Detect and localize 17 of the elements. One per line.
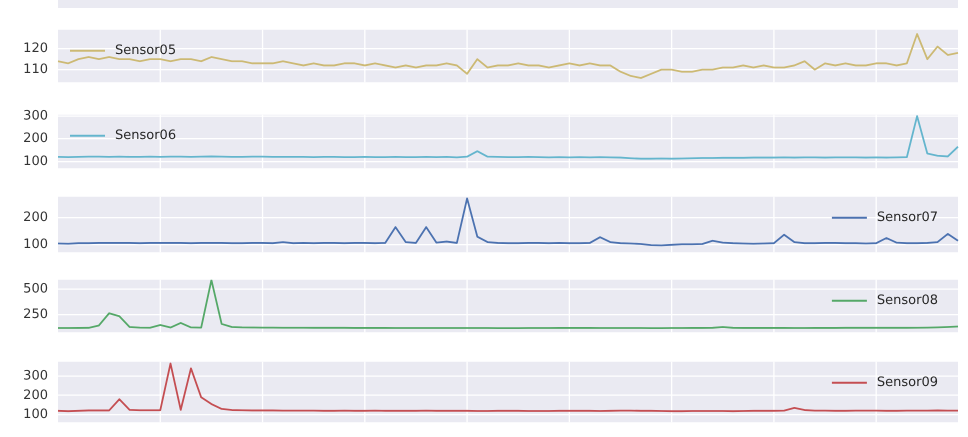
- y-tick-label: 100: [23, 237, 48, 252]
- y-tick-label: 200: [23, 388, 48, 403]
- y-tick-label: 100: [23, 407, 48, 422]
- y-tick-label: 100: [23, 154, 48, 169]
- y-tick-label: 300: [23, 108, 48, 124]
- y-tick-label: 250: [23, 307, 48, 322]
- legend-label: Sensor06: [115, 128, 176, 144]
- legend-label: Sensor08: [876, 293, 938, 308]
- y-tick-label: 200: [23, 210, 48, 225]
- legend-label: Sensor05: [115, 43, 176, 58]
- y-tick-label: 300: [23, 368, 48, 384]
- y-tick-label: 110: [23, 62, 48, 77]
- legend-label: Sensor07: [876, 210, 938, 226]
- y-tick-label: 200: [23, 131, 48, 146]
- y-tick-label: 120: [23, 41, 48, 56]
- y-tick-label: 500: [23, 282, 48, 297]
- legend-label: Sensor09: [876, 375, 938, 390]
